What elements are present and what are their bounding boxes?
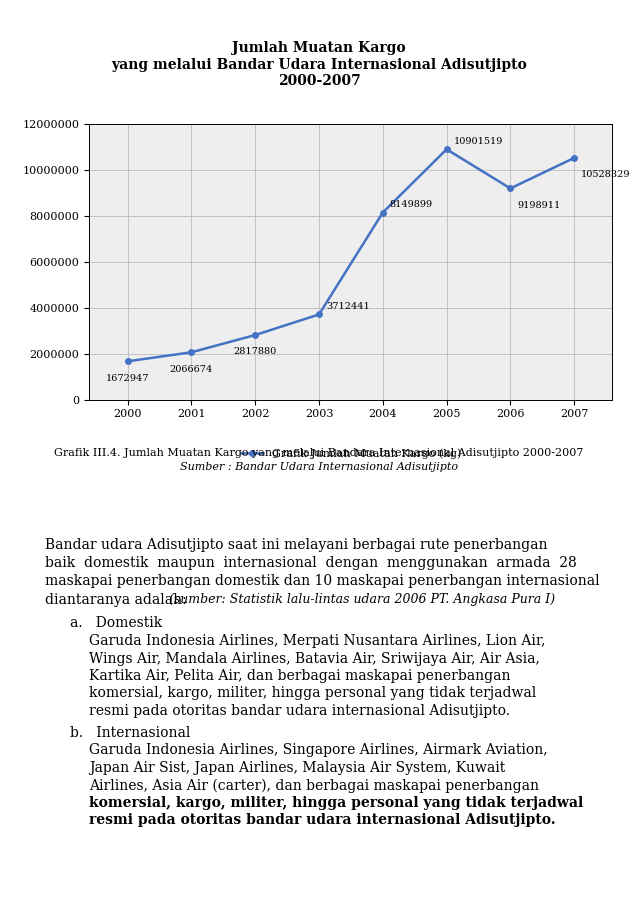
Text: Airlines, Asia Air (carter), dan berbagai maskapai penerbangan: Airlines, Asia Air (carter), dan berbaga… — [89, 778, 539, 793]
Text: Sumber : Bandar Udara Internasional Adisutjipto: Sumber : Bandar Udara Internasional Adis… — [180, 462, 458, 472]
Text: Jumlah Muatan Kargo
yang melalui Bandar Udara Internasional Adisutjipto
2000-200: Jumlah Muatan Kargo yang melalui Bandar … — [111, 41, 527, 87]
Text: resmi pada otoritas bandar udara internasional Adisutjipto.: resmi pada otoritas bandar udara interna… — [89, 813, 556, 827]
Text: Kartika Air, Pelita Air, dan berbagai maskapai penerbangan: Kartika Air, Pelita Air, dan berbagai ma… — [89, 669, 511, 683]
Text: komersial, kargo, militer, hingga personal yang tidak terjadwal: komersial, kargo, militer, hingga person… — [89, 686, 537, 700]
Text: 2817880: 2817880 — [234, 347, 277, 357]
Text: baik  domestik  maupun  internasional  dengan  menggunakan  armada  28: baik domestik maupun internasional denga… — [45, 556, 576, 570]
Text: Grafik III.4. Jumlah Muatan Kargo yang melalui Bandara Internasional Adisutjipto: Grafik III.4. Jumlah Muatan Kargo yang m… — [54, 448, 584, 458]
Text: komersial, kargo, militer, hingga personal yang tidak terjadwal: komersial, kargo, militer, hingga person… — [89, 796, 584, 810]
Text: Wings Air, Mandala Airlines, Batavia Air, Sriwijaya Air, Air Asia,: Wings Air, Mandala Airlines, Batavia Air… — [89, 652, 540, 665]
Text: 10528329: 10528329 — [581, 170, 630, 179]
Text: a.   Domestik: a. Domestik — [70, 616, 163, 630]
Text: 1672947: 1672947 — [106, 374, 149, 383]
Text: diantaranya adalah:: diantaranya adalah: — [45, 593, 191, 607]
Text: 2066674: 2066674 — [170, 365, 213, 374]
Text: Bandar udara Adisutjipto saat ini melayani berbagai rute penerbangan: Bandar udara Adisutjipto saat ini melaya… — [45, 538, 547, 551]
Text: Garuda Indonesia Airlines, Singapore Airlines, Airmark Aviation,: Garuda Indonesia Airlines, Singapore Air… — [89, 743, 548, 757]
Text: Japan Air Sist, Japan Airlines, Malaysia Air System, Kuwait: Japan Air Sist, Japan Airlines, Malaysia… — [89, 761, 505, 775]
Text: 3712441: 3712441 — [326, 302, 369, 311]
Text: b.   Internasional: b. Internasional — [70, 726, 191, 740]
Text: resmi pada otoritas bandar udara internasional Adisutjipto.: resmi pada otoritas bandar udara interna… — [89, 704, 510, 718]
Text: 10901519: 10901519 — [454, 137, 503, 146]
Text: maskapai penerbangan domestik dan 10 maskapai penerbangan internasional: maskapai penerbangan domestik dan 10 mas… — [45, 574, 599, 588]
Text: 9198911: 9198911 — [517, 201, 561, 210]
Text: 8149899: 8149899 — [390, 200, 433, 209]
Text: (sumber: Statistik lalu-lintas udara 2006 PT. Angkasa Pura I): (sumber: Statistik lalu-lintas udara 200… — [169, 593, 555, 606]
Legend: Grafik Jumlah Muatan Kargo (kg): Grafik Jumlah Muatan Kargo (kg) — [236, 444, 466, 463]
Text: Garuda Indonesia Airlines, Merpati Nusantara Airlines, Lion Air,: Garuda Indonesia Airlines, Merpati Nusan… — [89, 634, 546, 648]
